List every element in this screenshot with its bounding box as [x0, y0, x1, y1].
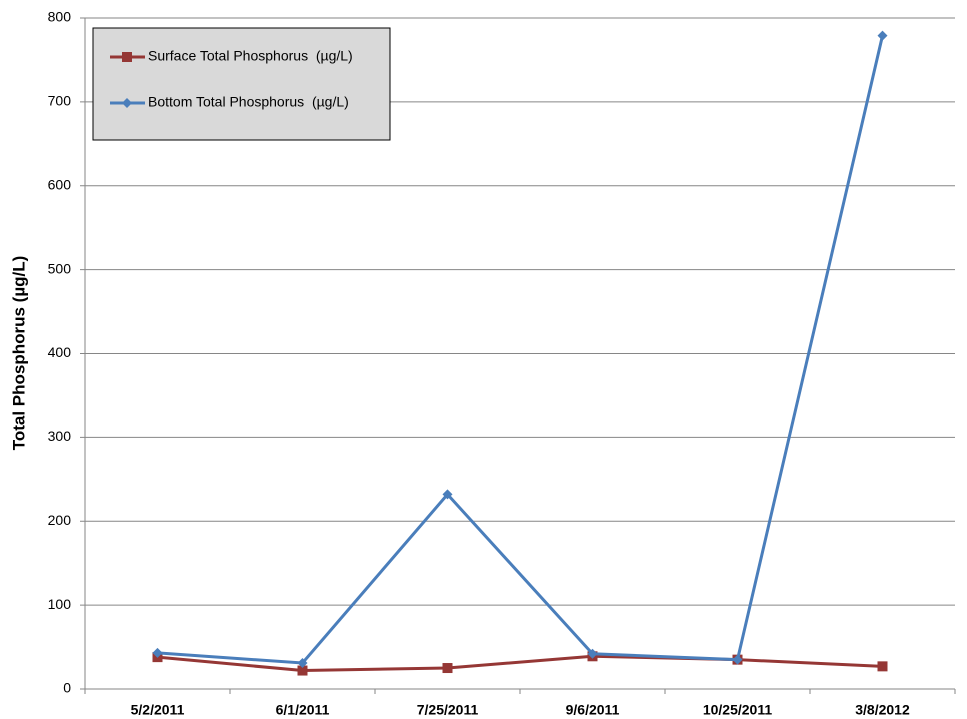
- y-tick-label: 500: [48, 260, 72, 276]
- x-tick-label: 10/25/2011: [703, 702, 773, 718]
- legend-label: Surface Total Phosphorus (µg/L): [148, 48, 353, 64]
- y-tick-label: 800: [48, 9, 72, 25]
- y-tick-label: 700: [48, 93, 72, 109]
- y-tick-label: 300: [48, 428, 72, 444]
- y-tick-label: 100: [48, 596, 72, 612]
- marker: [587, 648, 598, 659]
- marker: [877, 30, 888, 41]
- series-line: [157, 35, 884, 665]
- marker: [152, 647, 163, 658]
- y-tick-label: 400: [48, 344, 72, 360]
- x-tick-label: 5/2/2011: [131, 702, 185, 718]
- marker: [877, 661, 888, 672]
- marker: [122, 52, 132, 62]
- marker: [297, 665, 308, 676]
- y-tick-label: 600: [48, 176, 72, 192]
- x-tick-label: 3/8/2012: [855, 702, 910, 718]
- x-tick-label: 7/25/2011: [417, 702, 479, 718]
- legend-box: [92, 27, 391, 141]
- x-tick-label: 6/1/2011: [276, 702, 330, 718]
- legend-label: Bottom Total Phosphorus (µg/L): [148, 94, 349, 110]
- marker: [442, 663, 453, 674]
- y-tick-label: 0: [63, 680, 71, 696]
- marker: [122, 98, 132, 108]
- y-tick-label: 200: [48, 512, 72, 528]
- marker: [297, 657, 308, 668]
- marker: [732, 654, 743, 665]
- marker: [442, 489, 453, 500]
- series-line: [157, 654, 883, 673]
- x-tick-label: 9/6/2011: [566, 702, 620, 718]
- y-axis-title: Total Phosphorus (µg/L): [9, 256, 28, 451]
